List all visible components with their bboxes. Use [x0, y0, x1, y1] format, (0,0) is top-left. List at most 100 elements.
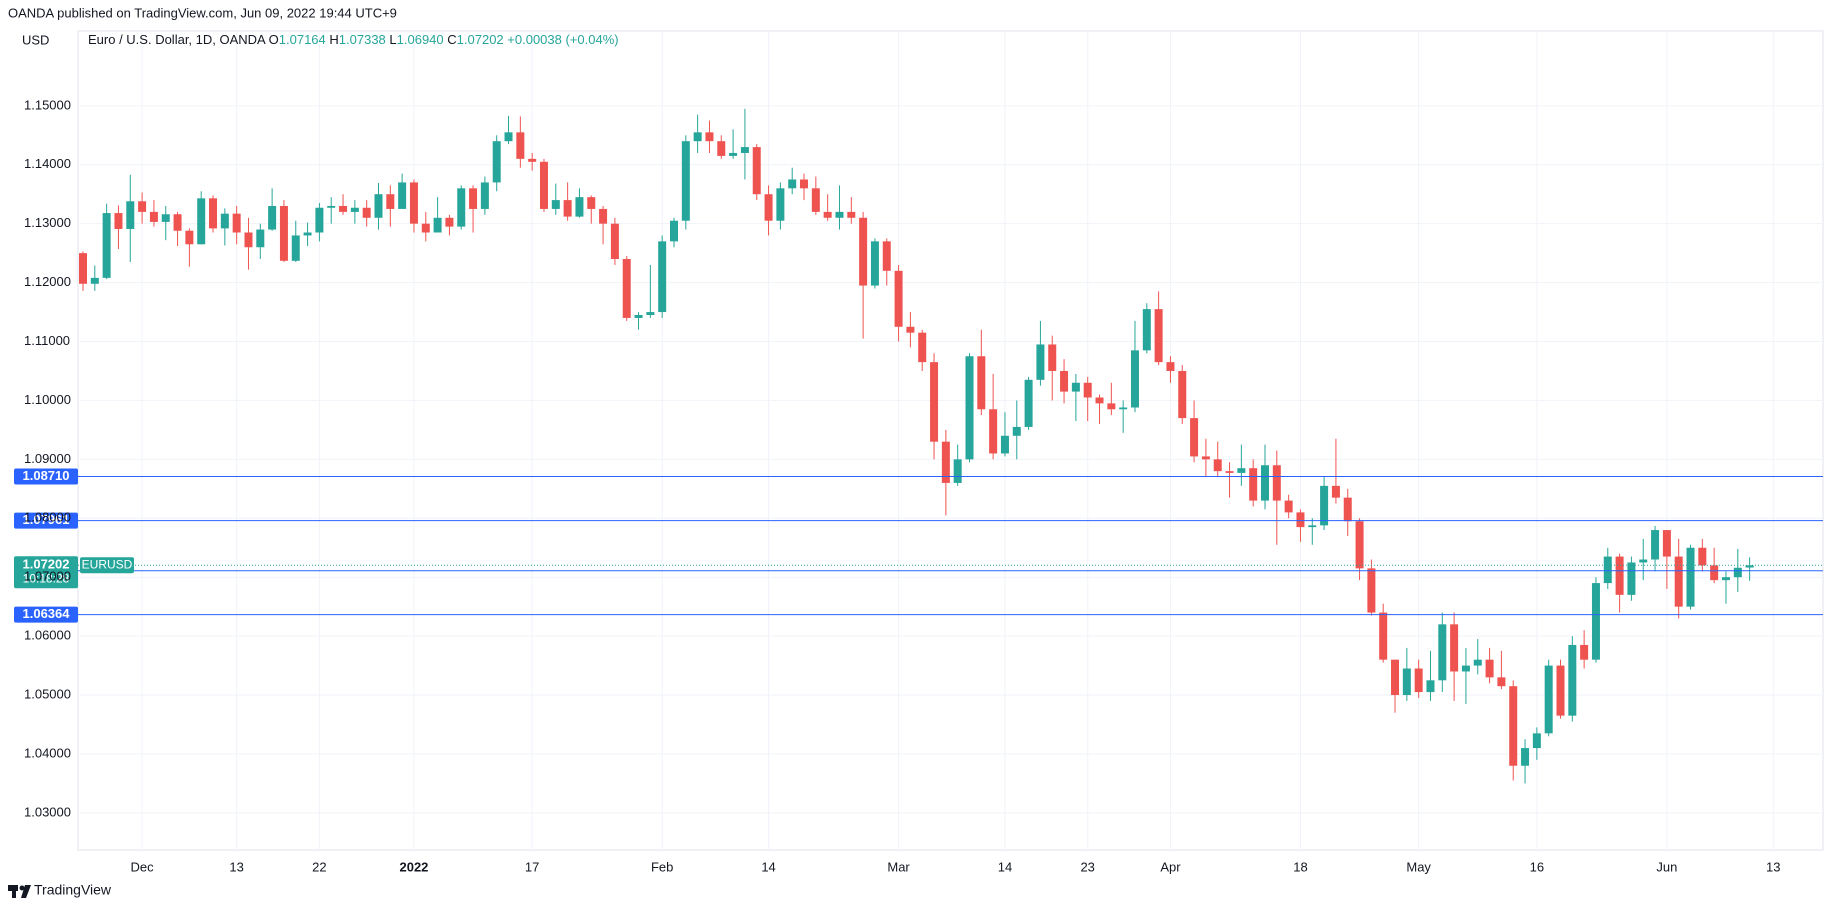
candle-body — [551, 200, 560, 209]
candle-body — [398, 182, 407, 209]
candle-body — [1603, 556, 1612, 584]
candle-body — [1331, 485, 1340, 498]
candle-body — [315, 207, 324, 233]
x-tick-label: Apr — [1160, 859, 1181, 874]
currency: USD — [22, 32, 49, 47]
candle-body — [622, 259, 631, 318]
candle-body — [386, 194, 395, 209]
candle-body — [670, 220, 678, 242]
candle-body — [1213, 459, 1222, 472]
candle-body — [1615, 556, 1624, 595]
candle-body — [977, 356, 986, 410]
candle-body — [1733, 567, 1742, 578]
candle-body — [1178, 370, 1187, 419]
candle-body — [1296, 512, 1305, 528]
candle-body — [1071, 382, 1080, 392]
candle-body — [1083, 382, 1092, 398]
candle-body — [1166, 362, 1175, 371]
candle-body — [161, 214, 170, 222]
candle-body — [1639, 559, 1648, 563]
y-tick-label: 1.05000 — [24, 686, 71, 701]
grid — [78, 31, 1823, 850]
legend-change: +0.00038 (+0.04%) — [507, 32, 618, 47]
y-tick-label: 1.15000 — [24, 97, 71, 112]
overlay: 1.087101.079611.071101.063641.0720210:18… — [14, 468, 1823, 623]
candle-body — [1154, 309, 1163, 363]
candle-body — [516, 132, 525, 159]
candle-body — [693, 132, 702, 142]
candle-body — [1568, 644, 1577, 716]
candle-body — [1190, 418, 1199, 457]
candle-body — [882, 241, 891, 271]
y-tick-label: 1.12000 — [24, 274, 71, 289]
candle-body — [1130, 350, 1139, 408]
candle-body — [197, 198, 206, 245]
candle-body — [1698, 547, 1707, 566]
candle-body — [1249, 468, 1258, 501]
candle-body — [339, 205, 348, 212]
legend-value: 1.07338 — [339, 32, 386, 47]
candle-body — [279, 205, 288, 261]
x-tick-label: 14 — [998, 859, 1012, 874]
level-label: 1.06364 — [23, 606, 71, 621]
candle-body — [1662, 530, 1671, 557]
candle-body — [1343, 497, 1352, 522]
symbol-tag: EURUSD — [82, 557, 133, 571]
candle-body — [327, 205, 336, 208]
candle-body — [823, 211, 832, 218]
candle-body — [965, 356, 974, 460]
legend-key: L — [389, 32, 396, 47]
candle-body — [1438, 624, 1447, 681]
level-label-box — [14, 606, 78, 623]
x-tick-label: Mar — [887, 859, 910, 874]
candle-body — [173, 214, 182, 231]
candles — [79, 108, 1754, 784]
candle-body — [1627, 562, 1636, 595]
candle-body — [268, 205, 277, 230]
candle-body — [575, 197, 584, 217]
candle-body — [776, 188, 785, 221]
level-label-box — [14, 512, 78, 529]
candle-body — [646, 312, 655, 315]
candle-body — [1674, 556, 1683, 607]
candle-body — [504, 132, 513, 142]
x-tick-label: 17 — [525, 859, 539, 874]
y-tick-label: 1.10000 — [24, 392, 71, 407]
candle-body — [362, 207, 371, 218]
legend-key: C — [447, 32, 456, 47]
legend-value: 1.07202 — [457, 32, 504, 47]
candle-body — [941, 441, 950, 483]
candle-body — [1544, 665, 1553, 734]
candle-body — [1379, 612, 1388, 660]
candle-body — [847, 211, 856, 218]
candle-body — [303, 232, 312, 236]
candle-body — [906, 326, 915, 333]
candle-body — [209, 198, 218, 229]
candle-body — [244, 232, 253, 248]
y-tick-label: 1.04000 — [24, 745, 71, 760]
candle-body — [102, 213, 111, 278]
candle-body — [681, 141, 690, 221]
brand-logo — [8, 885, 31, 898]
candle-body — [433, 217, 442, 233]
candle-body — [1521, 748, 1530, 766]
candle-body — [989, 409, 998, 454]
candle-body — [1556, 665, 1565, 716]
candle-body — [1473, 659, 1482, 666]
x-tick-label: 23 — [1080, 859, 1094, 874]
candle-body — [232, 213, 241, 233]
countdown: 10:18:28 — [23, 571, 70, 585]
y-tick-label: 1.13000 — [24, 215, 71, 230]
candle-body — [1391, 659, 1400, 696]
candle-body — [1012, 426, 1021, 436]
candle-body — [1225, 471, 1234, 473]
candle-body — [149, 211, 158, 222]
x-tick-label: 16 — [1530, 859, 1544, 874]
candle-body — [539, 161, 548, 209]
candle-body — [1651, 530, 1660, 560]
candle-body — [1580, 644, 1589, 660]
candle-body — [114, 213, 123, 229]
candle-body — [930, 362, 939, 442]
